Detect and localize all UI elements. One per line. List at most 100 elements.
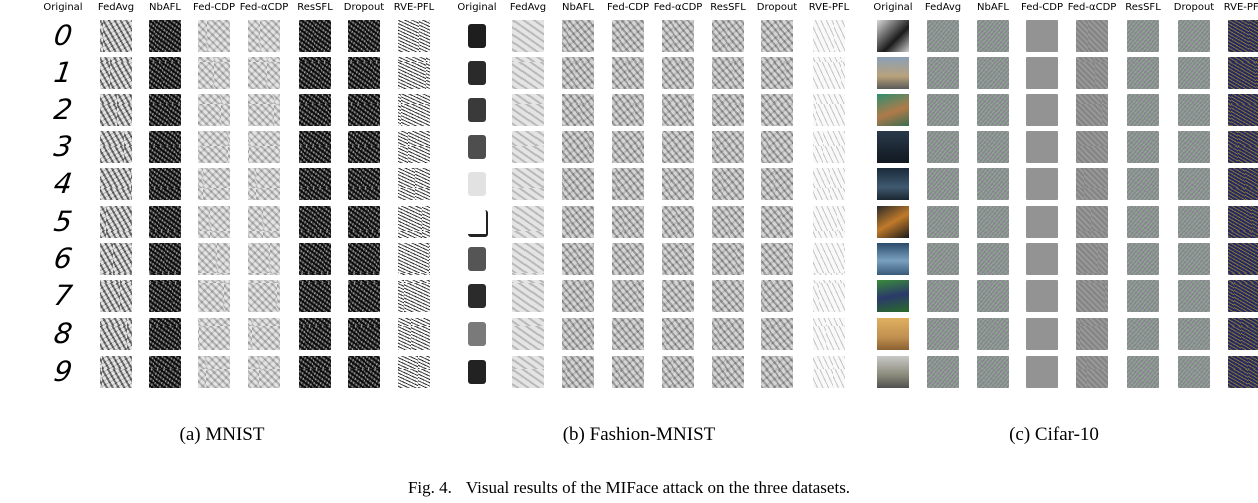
reconstructed-image	[348, 57, 380, 89]
reconstructed-image	[761, 356, 793, 388]
reconstructed-image	[348, 131, 380, 163]
column-header: RVE-PFL	[808, 2, 850, 13]
reconstructed-image	[927, 356, 959, 388]
reconstructed-image	[198, 206, 230, 238]
reconstructed-image	[1228, 356, 1258, 388]
reconstructed-image	[299, 243, 331, 275]
original-image	[461, 168, 493, 200]
reconstructed-image	[562, 318, 594, 350]
original-image: 8	[51, 317, 75, 350]
reconstructed-image	[1076, 243, 1108, 275]
reconstructed-image	[1127, 57, 1159, 89]
reconstructed-image	[612, 318, 644, 350]
figure-label: Fig. 4.	[407, 478, 452, 497]
reconstructed-image	[927, 318, 959, 350]
reconstructed-image	[1127, 280, 1159, 312]
reconstructed-image	[1178, 356, 1210, 388]
reconstructed-image	[348, 318, 380, 350]
reconstructed-image	[198, 57, 230, 89]
reconstructed-image	[100, 20, 132, 52]
reconstructed-image	[712, 131, 744, 163]
reconstructed-image	[198, 168, 230, 200]
reconstructed-image	[398, 356, 430, 388]
reconstructed-image	[100, 168, 132, 200]
original-image	[877, 168, 909, 200]
reconstructed-image	[149, 57, 181, 89]
original-image: 0	[51, 19, 75, 52]
column-header: Fed-CDP	[192, 2, 236, 13]
reconstructed-image	[248, 57, 280, 89]
fashion-item-shape	[468, 322, 486, 346]
original-image	[461, 243, 493, 275]
fashion-item-shape	[468, 61, 486, 85]
reconstructed-image	[813, 168, 845, 200]
reconstructed-image	[100, 206, 132, 238]
reconstructed-image	[977, 168, 1009, 200]
original-image: 1	[51, 56, 75, 89]
reconstructed-image	[562, 131, 594, 163]
reconstructed-image	[198, 131, 230, 163]
reconstructed-image	[761, 168, 793, 200]
reconstructed-image	[612, 243, 644, 275]
reconstructed-image	[813, 318, 845, 350]
reconstructed-image	[977, 243, 1009, 275]
reconstructed-image	[712, 206, 744, 238]
reconstructed-image	[813, 20, 845, 52]
reconstructed-image	[100, 356, 132, 388]
reconstructed-image	[1026, 168, 1058, 200]
reconstructed-image	[248, 94, 280, 126]
reconstructed-image	[100, 318, 132, 350]
reconstructed-image	[813, 94, 845, 126]
subcaption-cifar-10: (c) Cifar-10	[1009, 424, 1099, 445]
column-header: ResSFL	[710, 2, 746, 13]
reconstructed-image	[1127, 318, 1159, 350]
reconstructed-image	[662, 356, 694, 388]
reconstructed-image	[1178, 131, 1210, 163]
reconstructed-image	[149, 168, 181, 200]
reconstructed-image	[1127, 131, 1159, 163]
original-image	[461, 280, 493, 312]
reconstructed-image	[612, 94, 644, 126]
reconstructed-image	[712, 356, 744, 388]
reconstructed-image	[299, 20, 331, 52]
column-header: Fed-αCDP	[1067, 2, 1117, 13]
fashion-item-shape	[468, 210, 488, 237]
reconstructed-image	[1026, 243, 1058, 275]
reconstructed-image	[612, 168, 644, 200]
reconstructed-image	[1178, 243, 1210, 275]
reconstructed-image	[761, 318, 793, 350]
fashion-item-shape	[468, 284, 486, 308]
original-image	[461, 57, 493, 89]
reconstructed-image	[198, 280, 230, 312]
reconstructed-image	[248, 356, 280, 388]
reconstructed-image	[512, 168, 544, 200]
reconstructed-image	[813, 131, 845, 163]
reconstructed-image	[1127, 20, 1159, 52]
reconstructed-image	[712, 94, 744, 126]
column-header: Dropout	[756, 2, 798, 13]
original-image	[877, 20, 909, 52]
reconstructed-image	[512, 356, 544, 388]
reconstructed-image	[299, 280, 331, 312]
reconstructed-image	[248, 20, 280, 52]
reconstructed-image	[398, 206, 430, 238]
reconstructed-image	[398, 280, 430, 312]
reconstructed-image	[1026, 57, 1058, 89]
reconstructed-image	[299, 318, 331, 350]
panel-cifar-10: Original FedAvg NbAFL Fed-CDP Fed-αCDP ResSFL…	[848, 0, 1258, 460]
reconstructed-image	[662, 131, 694, 163]
fashion-item-shape	[468, 135, 486, 159]
reconstructed-image	[248, 243, 280, 275]
reconstructed-image	[761, 57, 793, 89]
original-image	[877, 94, 909, 126]
column-header: Fed-αCDP	[653, 2, 703, 13]
fashion-item-shape	[468, 247, 486, 271]
reconstructed-image	[1076, 131, 1108, 163]
reconstructed-image	[977, 206, 1009, 238]
reconstructed-image	[100, 57, 132, 89]
reconstructed-image	[662, 57, 694, 89]
original-image: 6	[51, 242, 75, 275]
reconstructed-image	[813, 206, 845, 238]
column-header: ResSFL	[1125, 2, 1161, 13]
reconstructed-image	[398, 20, 430, 52]
